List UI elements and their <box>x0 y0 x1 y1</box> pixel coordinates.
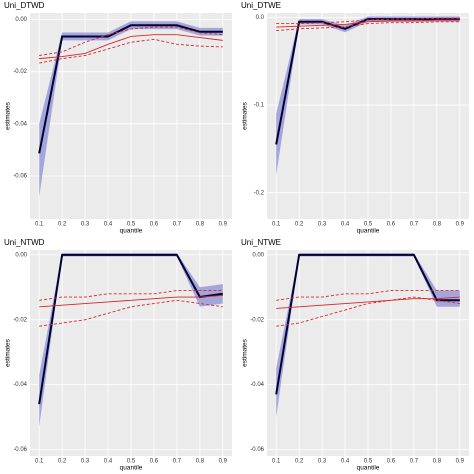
x-tick-label: 0.3 <box>81 222 90 228</box>
x-tick-label: 0.1 <box>35 222 44 228</box>
panel: Uni_DTWD 0.00 -0.02 -0.04 -0.06 0.1 0.2 0.3 0.4 0… <box>4 1 232 235</box>
panel: Uni_NTWE 0.00 -0.02 -0.04 -0.06 0.1 0.2 0.3 0.4 0… <box>241 238 469 472</box>
y-tick-label: 0.00 <box>15 252 27 258</box>
y-tick-label: -0.1 <box>254 103 265 109</box>
dashed-line <box>276 290 460 301</box>
dashed-line <box>276 296 460 327</box>
y-tick-label: -0.2 <box>254 190 265 196</box>
line <box>39 34 223 60</box>
x-tick-label: 0.8 <box>196 459 205 465</box>
x-tick-label: 0.9 <box>219 459 228 465</box>
y-tick-label: 0.0 <box>256 15 265 21</box>
y-tick-label: -0.06 <box>13 447 27 453</box>
x-tick-label: 0.7 <box>173 459 182 465</box>
x-tick-label: 0.5 <box>364 222 373 228</box>
y-axis-label: estimates <box>242 101 249 130</box>
y-axis-label: estimates <box>242 338 249 367</box>
panel-title: Uni_DTWE <box>241 1 281 10</box>
y-tick-label: -0.06 <box>13 174 27 180</box>
panel: Uni_DTWE 0.0 -0.1 -0.2 0.1 0.2 0.3 0.4 0.5 0.6 0.7… <box>241 1 469 235</box>
x-tick-label: 0.6 <box>150 459 159 465</box>
dashed-line <box>276 21 460 31</box>
y-axis-label: estimates <box>5 338 12 367</box>
x-tick-label: 0.6 <box>387 222 396 228</box>
x-tick-label: 0.9 <box>456 459 465 465</box>
x-tick-label: 0.5 <box>364 459 373 465</box>
dashed-line <box>39 38 223 64</box>
x-tick-label: 0.8 <box>433 222 442 228</box>
dashed-line <box>276 17 460 24</box>
x-tick-label: 0.7 <box>410 459 419 465</box>
x-tick-label: 0.3 <box>318 222 327 228</box>
line <box>276 19 460 28</box>
line <box>276 296 460 309</box>
x-tick-label: 0.2 <box>58 222 67 228</box>
y-tick-label: -0.02 <box>250 317 264 323</box>
line <box>39 294 223 308</box>
estimate-line <box>275 253 460 395</box>
estimate-line <box>38 24 223 154</box>
y-tick-label: -0.02 <box>13 69 27 75</box>
x-tick-label: 0.1 <box>272 459 281 465</box>
x-tick-label: 0.5 <box>127 459 136 465</box>
x-tick-label: 0.4 <box>341 459 350 465</box>
estimate-line <box>38 253 223 405</box>
dashed-line <box>39 26 223 56</box>
x-tick-label: 0.4 <box>104 222 113 228</box>
dashed-line <box>39 290 223 301</box>
x-tick-label: 0.8 <box>196 222 205 228</box>
x-tick-label: 0.1 <box>35 459 44 465</box>
x-tick-label: 0.9 <box>219 222 228 228</box>
x-tick-label: 0.4 <box>104 459 113 465</box>
x-tick-label: 0.7 <box>173 222 182 228</box>
x-tick-label: 0.2 <box>295 222 304 228</box>
dashed-line <box>39 299 223 327</box>
x-axis-label: quantile <box>120 228 143 235</box>
x-tick-label: 0.4 <box>341 222 350 228</box>
x-axis-label: quantile <box>120 465 143 472</box>
x-axis-label: quantile <box>357 465 380 472</box>
x-tick-label: 0.3 <box>318 459 327 465</box>
x-tick-label: 0.2 <box>58 459 67 465</box>
x-tick-label: 0.1 <box>272 222 281 228</box>
y-tick-label: 0.00 <box>252 252 264 258</box>
y-axis-label: estimates <box>5 101 12 130</box>
x-tick-label: 0.2 <box>295 459 304 465</box>
x-tick-label: 0.7 <box>410 222 419 228</box>
panel-title: Uni_NTWE <box>241 238 281 247</box>
panel-title: Uni_NTWD <box>4 238 45 247</box>
x-tick-label: 0.5 <box>127 222 136 228</box>
x-tick-label: 0.6 <box>387 459 396 465</box>
y-tick-label: -0.04 <box>13 382 27 388</box>
x-axis-label: quantile <box>357 228 380 235</box>
y-tick-label: 0.00 <box>15 17 27 23</box>
x-tick-label: 0.9 <box>456 222 465 228</box>
y-tick-label: -0.02 <box>13 317 27 323</box>
y-tick-label: -0.04 <box>250 382 264 388</box>
panel: Uni_NTWD 0.00 -0.02 -0.04 -0.06 0.1 0.2 0.3 0.4 0… <box>4 238 232 472</box>
panel-title: Uni_DTWD <box>4 1 45 10</box>
x-tick-label: 0.3 <box>81 459 90 465</box>
x-tick-label: 0.6 <box>150 222 159 228</box>
x-tick-label: 0.8 <box>433 459 442 465</box>
y-tick-label: -0.04 <box>13 121 27 127</box>
estimate-line <box>275 18 460 145</box>
y-tick-label: -0.06 <box>250 447 264 453</box>
